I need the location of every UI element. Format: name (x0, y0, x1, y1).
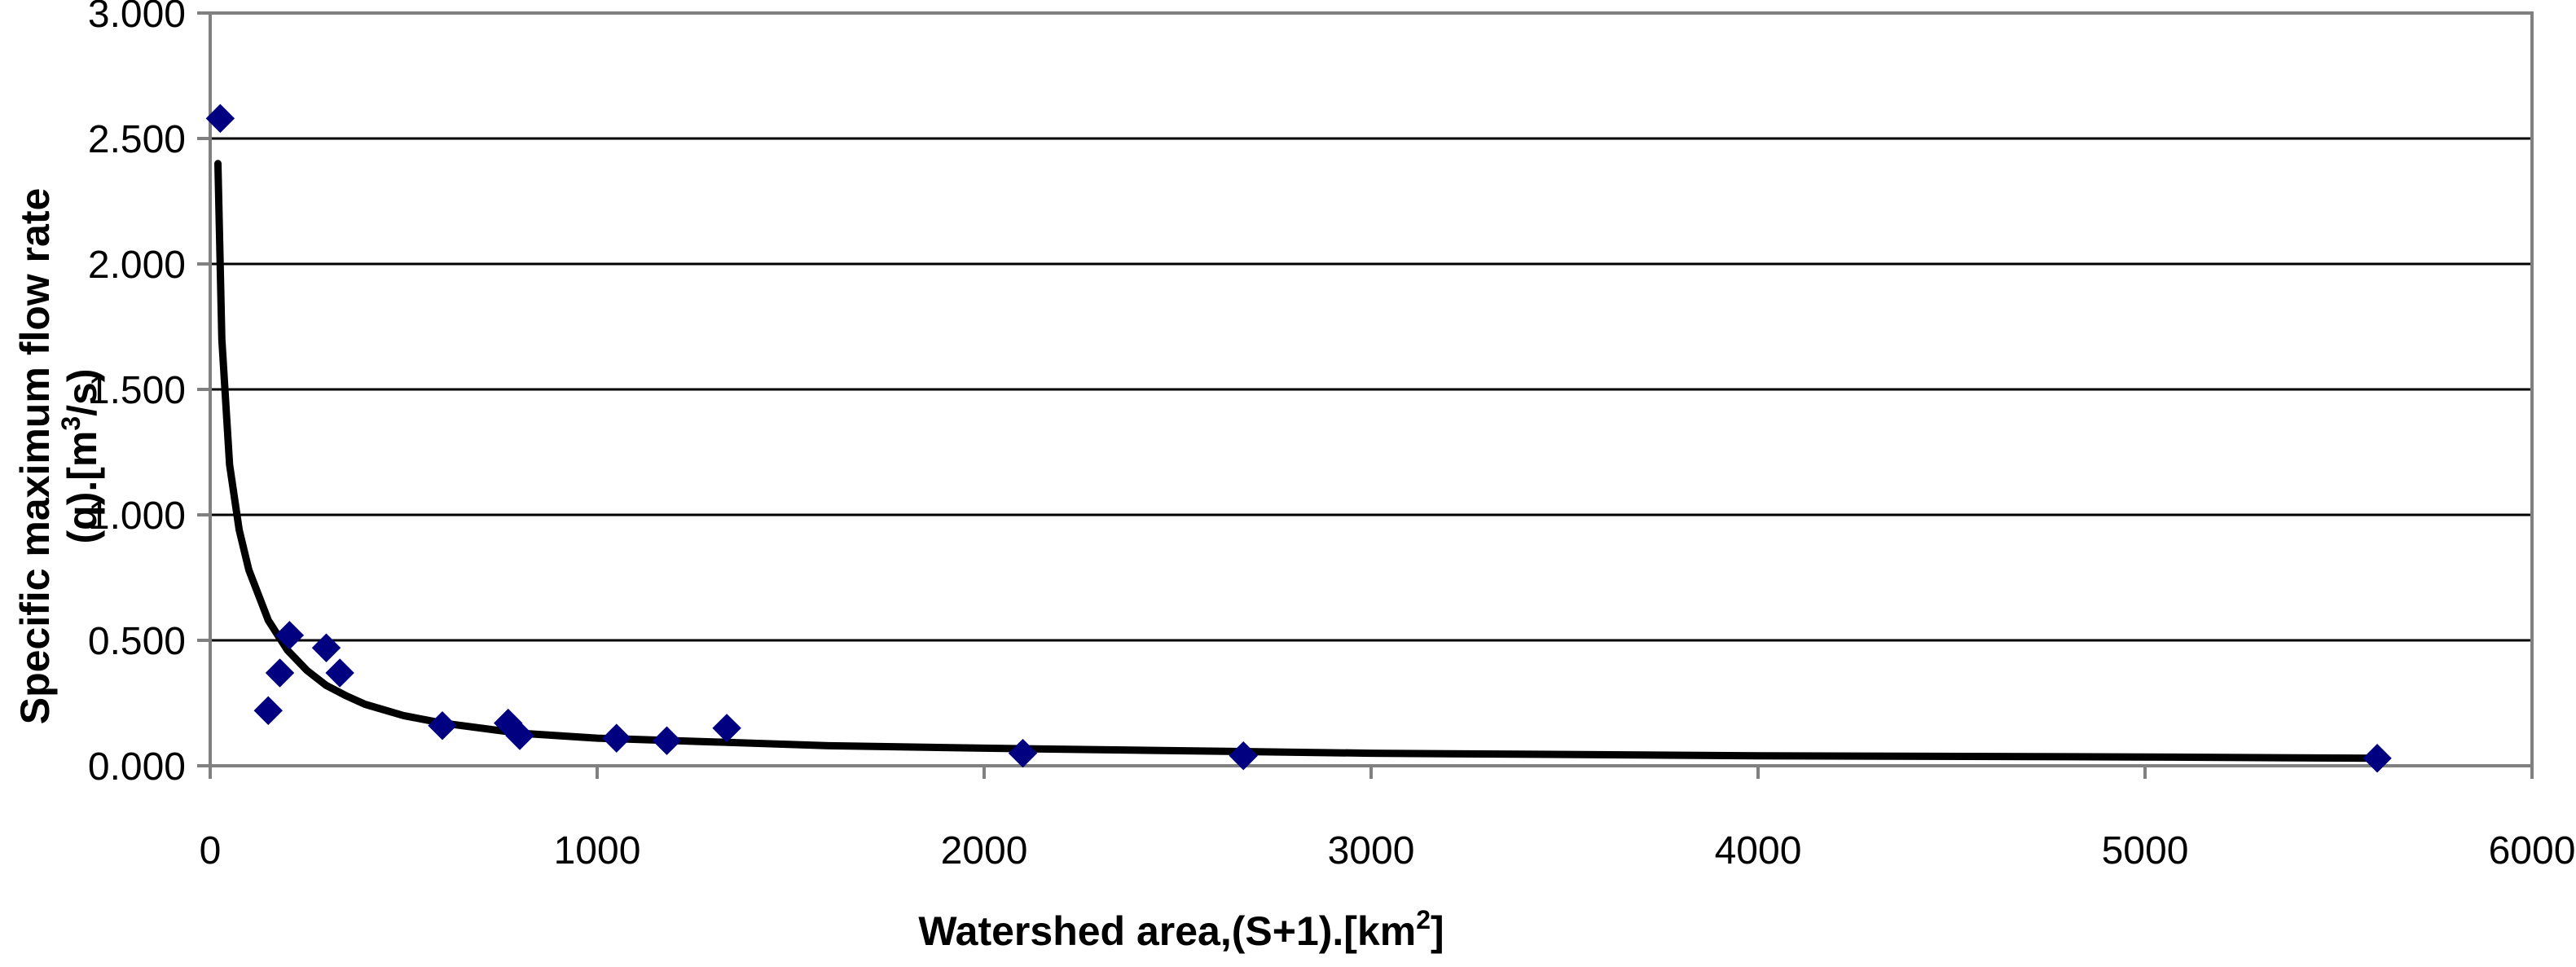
data-point-diamond (325, 658, 354, 688)
y-axis-title-line2-suffix: /s) (59, 369, 105, 416)
data-point-diamond (253, 696, 283, 725)
data-point-diamond (311, 633, 341, 662)
y-tick-label: 1.000 (88, 494, 186, 538)
y-axis-title-line2-prefix: (q).[m (59, 431, 105, 544)
data-points (205, 103, 2392, 773)
data-point-diamond (602, 723, 631, 753)
y-axis-title-line1: Specific maximum flow rate (12, 188, 58, 725)
trendline-layer (214, 160, 2381, 763)
data-point-diamond (2363, 744, 2392, 773)
x-axis-title: Watershed area,(S+1).[km2] (918, 905, 1444, 954)
data-point-diamond (505, 721, 534, 750)
y-tick-label: 3.000 (88, 0, 186, 36)
data-point-diamond (265, 658, 295, 688)
x-axis-title-superscript: 2 (1416, 905, 1431, 934)
data-point-diamond (275, 621, 305, 650)
y-axis-title-superscript: 3 (56, 416, 86, 431)
y-tick-label: 0.000 (88, 745, 186, 789)
data-point-diamond (712, 714, 741, 743)
y-tick-label: 2.500 (88, 118, 186, 161)
x-tick-label: 4000 (1715, 829, 1802, 872)
x-axis-title-prefix: Watershed area,(S+1).[km (918, 908, 1416, 954)
x-tick-label: 0 (200, 829, 222, 872)
y-axis-title-line2: (q).[m3/s) (56, 369, 105, 544)
data-point-diamond (205, 103, 235, 134)
x-tick-label: 6000 (2489, 829, 2576, 872)
x-tick-label: 2000 (941, 829, 1028, 872)
y-tick-label: 0.500 (88, 620, 186, 663)
gridlines (210, 11, 2532, 642)
data-point-diamond (428, 711, 457, 741)
data-point-diamond (1008, 738, 1038, 768)
data-point-diamond (652, 726, 682, 755)
data-point-diamond (1229, 741, 1258, 771)
x-axis-title-suffix: ] (1431, 908, 1444, 954)
x-tick-label: 5000 (2102, 829, 2189, 872)
axes (197, 11, 2534, 779)
y-axis-title: Specific maximum flow rate (q).[m3/s) (12, 188, 105, 725)
y-tick-label: 2.000 (88, 244, 186, 287)
y-tick-label: 1.500 (88, 369, 186, 412)
x-tick-label: 1000 (554, 829, 641, 872)
y-tick-labels: 0.000 0.500 1.000 1.500 2.000 2.500 3.000 (88, 0, 186, 789)
x-tick-labels: 0 1000 2000 3000 4000 5000 6000 (200, 829, 2576, 872)
x-tick-label: 3000 (1328, 829, 1415, 872)
trendline (214, 160, 2381, 763)
